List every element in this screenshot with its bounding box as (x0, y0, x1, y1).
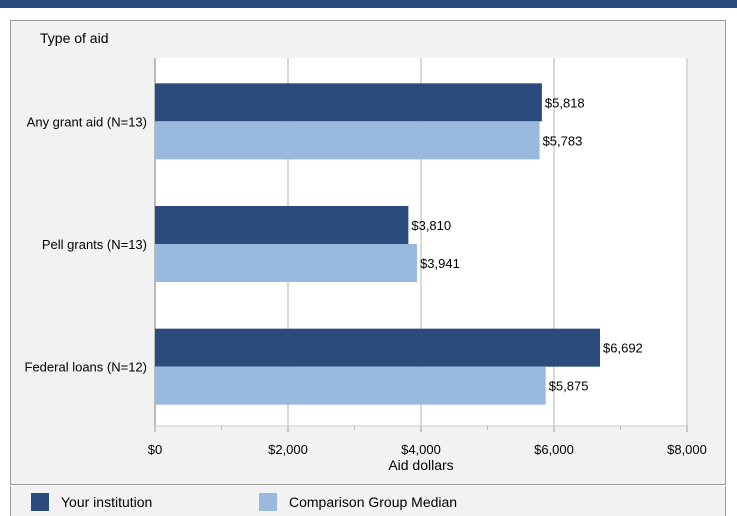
legend-item-your-institution: Your institution (31, 493, 152, 511)
category-label: Federal loans (N=12) (25, 360, 147, 375)
bar-value-label: $5,818 (545, 95, 585, 110)
x-tick-labels: $0 $2,000 $4,000 $6,000 $8,000 (148, 442, 707, 457)
category-label: Any grant aid (N=13) (27, 114, 147, 129)
bar (155, 328, 601, 367)
bars: $5,818 $5,783 $3,810 $3,941 $6,692 $5,875 (155, 83, 643, 405)
x-tick-label: $8,000 (667, 442, 707, 457)
header-bar (0, 0, 737, 8)
bar-value-label: $5,783 (543, 133, 583, 148)
bar-value-label: $6,692 (603, 341, 643, 356)
bar (155, 244, 418, 282)
legend-item-comparison-group-median: Comparison Group Median (259, 493, 457, 511)
x-axis-label: Aid dollars (388, 457, 453, 473)
bar-value-label: $5,875 (549, 379, 589, 394)
legend-swatch-your-institution (31, 493, 49, 511)
x-tick-label: $2,000 (268, 442, 308, 457)
x-tick-label: $6,000 (534, 442, 574, 457)
legend-label: Your institution (61, 494, 153, 510)
category-labels: Any grant aid (N=13) Pell grants (N=13) Fe… (25, 114, 147, 374)
category-label: Pell grants (N=13) (42, 237, 147, 252)
bar-value-label: $3,810 (411, 218, 451, 233)
bar (155, 366, 546, 405)
bar-value-label: $3,941 (420, 256, 460, 271)
bar (155, 121, 540, 160)
aid-bar-chart: Type of aid $5,818 $5,783 $3,810 $3,941 $6,6… (25, 30, 707, 473)
chart-title: Type of aid (40, 30, 109, 46)
x-tick-label: $0 (148, 442, 162, 457)
legend: Your institution Comparison Group Median (10, 486, 726, 516)
bar (155, 206, 409, 244)
legend-swatch-comparison-group-median (259, 493, 277, 511)
x-tick-label: $4,000 (401, 442, 441, 457)
legend-label: Comparison Group Median (289, 494, 458, 510)
bar (155, 83, 542, 122)
